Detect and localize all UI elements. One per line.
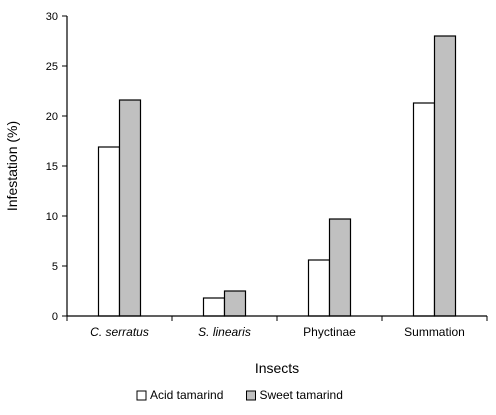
x-tick-label-2: Phyctinae [303,325,356,339]
y-tick-label-30: 30 [46,11,58,23]
x-tick-label-0: C. serratus [90,325,149,339]
bar-sweet-3 [433,35,457,317]
bar-sweet-1 [223,290,247,317]
y-tick-label-0: 0 [52,311,58,323]
bar-sweet-0 [118,99,142,317]
y-tick-label-15: 15 [46,161,58,173]
x-axis-title: Insects [255,360,299,376]
legend-swatch-1 [246,390,256,401]
bar-sweet-2 [328,218,352,317]
legend-label-1: Sweet tamarind [260,388,343,402]
bar-acid-3 [412,102,436,317]
y-axis-title: Infestation (%) [4,121,20,211]
x-tick-label-1: S. linearis [198,325,251,339]
legend-label-0: Acid tamarind [150,388,223,402]
y-tick-label-5: 5 [52,261,58,273]
bar-acid-1 [202,297,226,317]
y-tick-label-10: 10 [46,211,58,223]
plot-area: 0 5 10 15 20 25 30 C. serratus S. linearis Phycti… [46,11,488,339]
legend: Acid tamarind Sweet tamarind [136,388,343,402]
y-tick-label-20: 20 [46,111,58,123]
y-tick-label-25: 25 [46,61,58,73]
bar-acid-0 [97,146,121,317]
bar-acid-2 [307,259,331,317]
legend-swatch-0 [136,390,147,401]
x-tick-label-3: Summation [404,325,465,339]
